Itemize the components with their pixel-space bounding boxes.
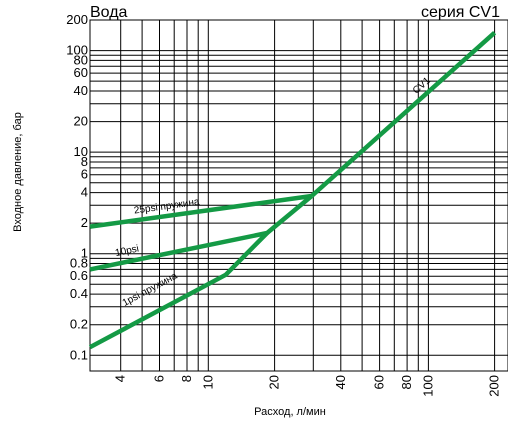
y-tick-label: 200 <box>66 12 88 27</box>
y-tick-label: 1 <box>81 246 88 261</box>
y-tick-label: 0.1 <box>70 347 88 362</box>
y-tick-label: 80 <box>74 52 88 67</box>
y-tick-label: 40 <box>74 83 88 98</box>
y-tick-label: 4 <box>81 185 88 200</box>
y-tick-label: 8 <box>81 154 88 169</box>
chart-title-right: серия CV1 <box>421 4 500 21</box>
y-tick-label: 0.6 <box>70 268 88 283</box>
x-tick-label: 4 <box>113 375 128 382</box>
x-tick-label: 200 <box>487 375 502 397</box>
y-tick-label: 60 <box>74 65 88 80</box>
y-tick-label: 0.4 <box>70 286 88 301</box>
x-tick-label: 60 <box>372 375 387 389</box>
x-tick-labels: 4 6 8 10 20 40 60 80 100 200 <box>113 375 502 397</box>
x-axis-label: Расход, л/мин <box>254 406 326 418</box>
y-tick-label: 2 <box>81 215 88 230</box>
x-tick-label: 10 <box>200 375 215 389</box>
y-tick-label: 0.8 <box>70 256 88 271</box>
x-tick-label: 8 <box>179 375 194 382</box>
series-line <box>89 193 313 229</box>
x-tick-label: 40 <box>333 375 348 389</box>
grid <box>90 19 508 371</box>
x-tick-label: 100 <box>420 375 435 397</box>
series-label: 10psi <box>114 243 140 259</box>
series-group <box>88 31 497 350</box>
y-axis-label: Входное давление, бар <box>12 112 24 232</box>
y-tick-label: 100 <box>66 43 88 58</box>
series-line <box>310 31 497 198</box>
chart-title-left: Вода <box>90 4 128 21</box>
y-tick-label: 6 <box>81 167 88 182</box>
y-tick-label: 10 <box>74 144 88 159</box>
x-tick-label: 80 <box>399 375 414 389</box>
x-tick-label: 20 <box>267 375 282 389</box>
x-tick-label: 6 <box>151 375 166 382</box>
series-line <box>88 231 269 350</box>
y-tick-label: 0.2 <box>70 317 88 332</box>
y-tick-label: 20 <box>74 114 88 129</box>
